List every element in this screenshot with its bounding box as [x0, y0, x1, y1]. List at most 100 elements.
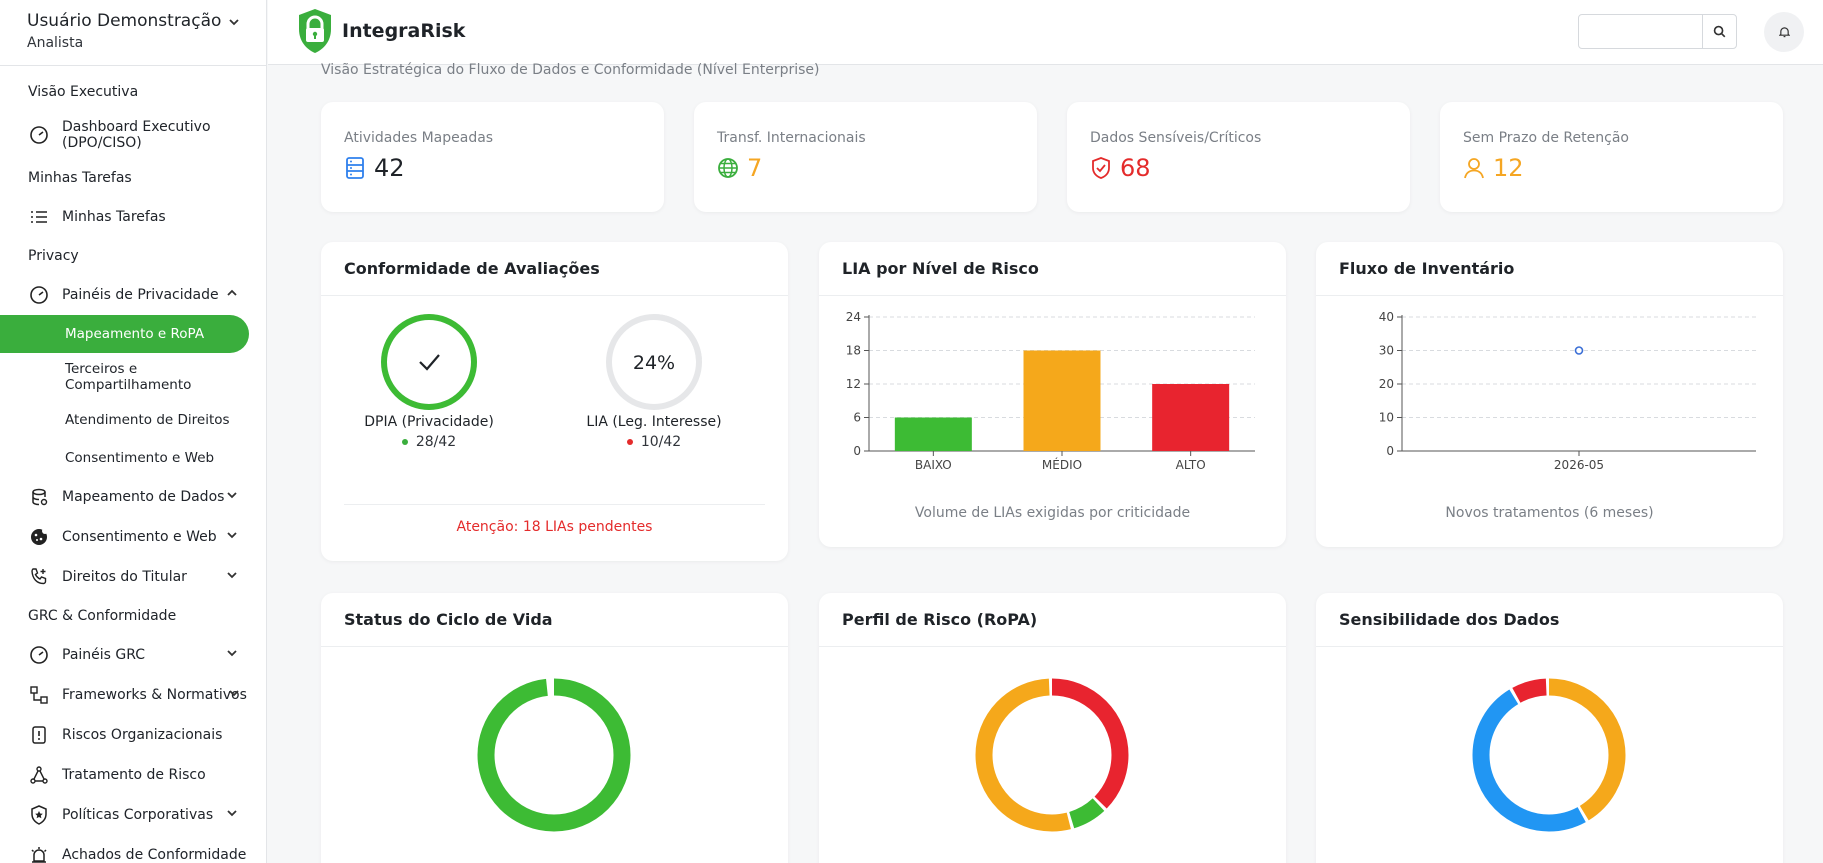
kpi-value: 42: [374, 154, 405, 182]
data-point: [1574, 346, 1584, 355]
status-dot: [401, 439, 408, 445]
status-dot: [626, 439, 633, 445]
sidebar-item-paineis-privacidade[interactable]: Painéis de Privacidade: [0, 275, 266, 315]
risk-profile-card: Perfil de Risco (RoPA): [819, 593, 1286, 863]
kpi-value-row: 7: [717, 154, 762, 182]
y-tick-label: 20: [1379, 377, 1394, 391]
sidebar-item-mapeamento-dados[interactable]: Mapeamento de Dados: [0, 477, 266, 517]
alarm-icon: [28, 844, 50, 863]
notifications-button[interactable]: [1764, 12, 1804, 52]
user-role: Analista: [27, 35, 84, 51]
lia-percent: 24%: [633, 352, 675, 374]
donut-slice: [975, 678, 1129, 832]
sidebar-item-direitos-titular[interactable]: Direitos do Titular: [0, 557, 266, 597]
lock-logo-icon: [299, 9, 331, 53]
card-title: Sensibilidade dos Dados: [1316, 593, 1783, 647]
card-title: LIA por Nível de Risco: [819, 242, 1286, 296]
section-minhas-tarefas: Minhas Tarefas: [28, 170, 132, 186]
globe-icon: [718, 158, 738, 178]
sidebar-item-label: Painéis de Privacidade: [62, 287, 219, 303]
chevron-down-icon: [226, 647, 238, 663]
donut-slice: [975, 678, 1129, 832]
search-button[interactable]: [1702, 14, 1737, 49]
user-icon: [1464, 158, 1484, 179]
dpia-label: DPIA (Privacidade): [364, 414, 494, 430]
lifecycle-card: Status do Ciclo de Vida: [321, 593, 788, 863]
chevron-up-icon: [226, 287, 238, 303]
y-tick-label: 40: [1379, 312, 1394, 324]
gauge-icon: [28, 124, 50, 146]
card-title: Status do Ciclo de Vida: [321, 593, 788, 647]
lia-bar-chart: 0 6 12 18 24 BAIXO MÉDIO ALTO: [846, 312, 1255, 472]
brand[interactable]: IntegraRisk: [296, 7, 465, 55]
kpi-value: 12: [1493, 154, 1524, 182]
sidebar-item-frameworks[interactable]: Frameworks & Normativos: [0, 675, 266, 715]
card-title: Conformidade de Avaliações: [321, 242, 788, 296]
kpi-value-row: 42: [344, 154, 405, 182]
chevron-down-icon: [226, 529, 238, 545]
sidebar-subitem-label: Terceiros e Compartilhamento: [65, 361, 192, 393]
sidebar-item-label: Consentimento e Web: [62, 529, 217, 545]
sidebar-subitem-atendimento-direitos[interactable]: Atendimento de Direitos: [65, 412, 230, 428]
kpi-card-sem-prazo: Sem Prazo de Retenção 12: [1440, 102, 1783, 212]
sidebar-item-label: Riscos Organizacionais: [62, 727, 223, 743]
search-input[interactable]: [1578, 14, 1703, 49]
list-icon: [28, 206, 50, 228]
user-profile[interactable]: Usuário Demonstração Analista: [0, 0, 266, 66]
user-name: Usuário Demonstração: [27, 11, 222, 31]
page-subtitle: Visão Estratégica do Fluxo de Dados e Co…: [321, 62, 820, 78]
sidebar-item-consentimento-web[interactable]: Consentimento e Web: [0, 517, 266, 557]
sidebar-nav: Visão Executiva Dashboard Executivo (DPO…: [0, 66, 266, 863]
alert-file-icon: [28, 724, 50, 746]
lia-progress-arc: [606, 314, 702, 410]
sidebar-item-label: Políticas Corporativas: [62, 807, 214, 823]
share-nodes-icon: [28, 764, 50, 786]
chevron-down-icon: [226, 807, 238, 823]
kpi-label: Sem Prazo de Retenção: [1463, 130, 1629, 146]
sidebar-subitem-consentimento-web[interactable]: Consentimento e Web: [65, 450, 215, 466]
y-tick-label: 6: [853, 411, 861, 425]
kpi-value-row: 12: [1463, 154, 1524, 182]
chart-caption: Volume de LIAs exigidas por criticidade: [914, 505, 1191, 521]
sidebar-item-minhas-tarefas[interactable]: Minhas Tarefas: [0, 197, 266, 237]
server-icon: [346, 157, 364, 179]
dpia-gauge: DPIA (Privacidade) 28/42: [359, 314, 499, 450]
card-title: Perfil de Risco (RoPA): [819, 593, 1286, 647]
flow-icon: [28, 684, 50, 706]
lia-count: 10/42: [640, 434, 682, 450]
sensitivity-donut-chart: [1472, 678, 1626, 832]
chevron-down-icon[interactable]: [228, 13, 240, 32]
cookie-icon: [28, 526, 50, 548]
bell-icon: [1778, 27, 1790, 38]
lia-label: LIA (Leg. Interesse): [586, 414, 722, 430]
y-tick-label: 10: [1379, 411, 1394, 425]
sidebar-subitem-mapeamento-ropa[interactable]: Mapeamento e RoPA: [0, 315, 249, 353]
kpi-card-atividades: Atividades Mapeadas 42: [321, 102, 664, 212]
sidebar-subitem-terceiros[interactable]: Terceiros e Compartilhamento: [0, 353, 266, 401]
sidebar-item-dashboard-executivo[interactable]: Dashboard Executivo (DPO/CISO): [0, 111, 266, 159]
section-grc: GRC & Conformidade: [28, 608, 177, 624]
sidebar-item-achados[interactable]: Achados de Conformidade: [0, 835, 266, 863]
kpi-label: Atividades Mapeadas: [344, 130, 494, 146]
sensitivity-card: Sensibilidade dos Dados: [1316, 593, 1783, 863]
y-tick-label: 0: [1386, 444, 1394, 458]
sidebar-item-label: Achados de Conformidade: [62, 847, 247, 863]
sidebar-item-label: Dashboard Executivo (DPO/CISO): [62, 119, 211, 151]
sidebar-item-paineis-grc[interactable]: Painéis GRC: [0, 635, 266, 675]
kpi-label: Transf. Internacionais: [717, 130, 866, 146]
sidebar-item-tratamento-risco[interactable]: Tratamento de Risco: [0, 755, 266, 795]
section-privacy: Privacy: [28, 248, 79, 264]
lifecycle-donut-chart: [477, 678, 631, 832]
bar-alto: [1152, 384, 1230, 451]
x-tick-label: ALTO: [1176, 458, 1206, 472]
shield-star-icon: [28, 804, 50, 826]
dpia-count-row: 28/42: [359, 434, 499, 450]
sidebar-item-riscos-org[interactable]: Riscos Organizacionais: [0, 715, 266, 755]
dpia-progress-arc: [381, 314, 477, 410]
donut-slice: [1472, 678, 1626, 832]
phone-icon: [28, 566, 50, 588]
brand-name: IntegraRisk: [342, 20, 466, 42]
sidebar-item-politicas[interactable]: Políticas Corporativas: [0, 795, 266, 835]
donut-slice: [477, 678, 631, 832]
warning-text: Atenção: 18 LIAs pendentes: [456, 519, 653, 535]
